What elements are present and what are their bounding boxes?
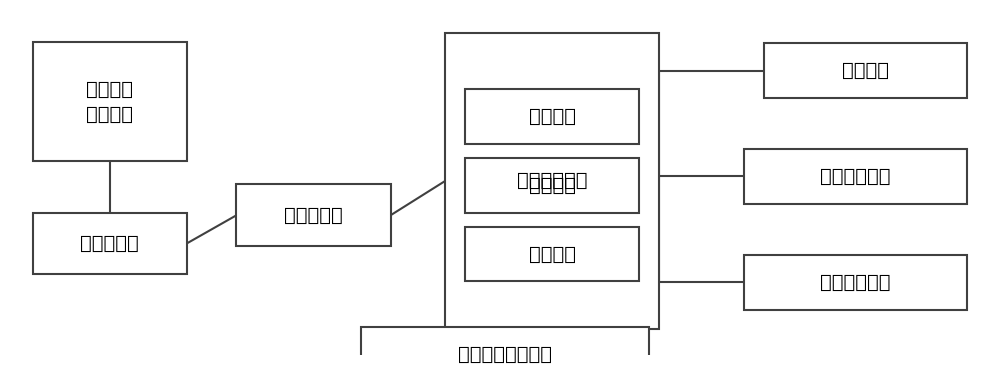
Text: 显示单元: 显示单元 — [842, 61, 889, 80]
Bar — [465, 89, 639, 144]
Text: 微控制器模块: 微控制器模块 — [517, 171, 587, 190]
Text: 对比单元: 对比单元 — [529, 176, 576, 195]
Bar — [744, 149, 967, 204]
Text: 计算单元: 计算单元 — [529, 107, 576, 126]
Text: 数据存储单元: 数据存储单元 — [820, 273, 891, 292]
Text: 控制单元: 控制单元 — [529, 244, 576, 264]
Text: 电压放大器: 电压放大器 — [80, 234, 139, 253]
Bar — [465, 158, 639, 212]
Text: 键盘输入单元: 键盘输入单元 — [820, 167, 891, 186]
Text: 电动土壤修复装置: 电动土壤修复装置 — [458, 345, 552, 364]
Bar — [744, 255, 967, 310]
Bar — [33, 212, 187, 274]
Bar — [236, 184, 391, 246]
Bar — [445, 33, 659, 329]
Bar — [361, 327, 649, 367]
Text: 模数转换器: 模数转换器 — [284, 206, 343, 225]
Bar — [465, 227, 639, 281]
Bar — [33, 41, 187, 161]
Text: 离子浓度
检测单元: 离子浓度 检测单元 — [86, 80, 133, 124]
Bar — [764, 43, 967, 98]
